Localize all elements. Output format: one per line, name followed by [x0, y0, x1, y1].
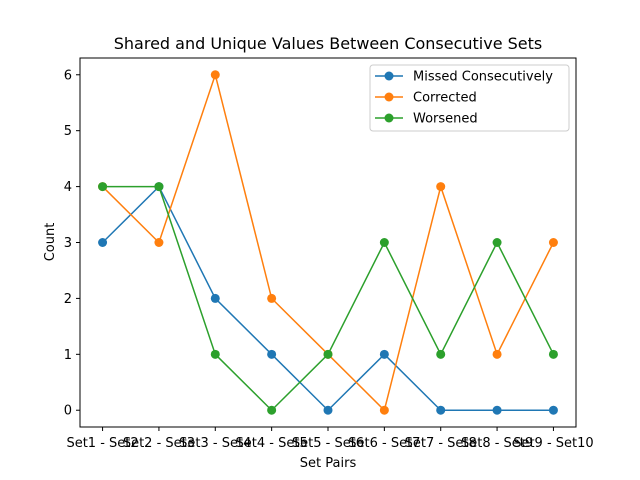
data-point — [210, 349, 220, 359]
series-line — [102, 185, 555, 412]
data-point — [548, 405, 558, 415]
chart-title: Shared and Unique Values Between Consecu… — [114, 34, 543, 53]
x-tick-label: Set6 - Set7 — [348, 436, 420, 451]
x-tick-label: Set5 - Set6 — [292, 436, 364, 451]
x-axis-label: Set Pairs — [300, 456, 357, 471]
y-axis: 0 1 2 3 4 5 6 — [64, 68, 80, 419]
data-point — [492, 405, 502, 415]
data-point — [436, 405, 446, 415]
legend-item: Worsened — [375, 112, 478, 127]
series-worsened — [98, 182, 558, 415]
data-point — [323, 349, 333, 359]
data-point — [379, 405, 389, 415]
data-point — [98, 182, 108, 192]
x-tick-label: Set2 - Set3 — [123, 436, 195, 451]
y-tick-label: 0 — [64, 404, 72, 419]
x-tick-label: Set7 - Set8 — [405, 436, 477, 451]
legend-label: Corrected — [413, 91, 477, 106]
x-tick-label: Set4 - Set5 — [236, 436, 308, 451]
y-axis-label: Count — [43, 223, 58, 262]
legend-box — [369, 64, 570, 132]
legend-swatch-marker — [384, 92, 394, 102]
legend: Missed Consecutively Corrected Worsened — [369, 64, 570, 132]
y-tick-label: 5 — [64, 124, 72, 139]
data-point — [154, 238, 164, 247]
data-point — [154, 182, 164, 192]
y-tick-label: 2 — [64, 292, 72, 307]
data-point — [379, 238, 389, 247]
x-tick-label: Set8 - Set9 — [461, 436, 533, 451]
data-point — [436, 349, 446, 359]
legend-swatch-marker — [384, 113, 394, 123]
data-point — [379, 349, 389, 359]
series-layer — [98, 70, 558, 415]
y-tick-label: 6 — [64, 68, 72, 83]
data-point — [210, 293, 220, 303]
legend-item: Missed Consecutively — [375, 70, 553, 85]
legend-label: Missed Consecutively — [413, 70, 553, 85]
y-tick-label: 3 — [64, 236, 72, 251]
data-point — [548, 238, 558, 247]
data-point — [267, 405, 277, 415]
x-tick-label: Set1 - Set2 — [66, 436, 138, 451]
y-tick-label: 4 — [64, 180, 72, 195]
data-point — [436, 182, 446, 192]
data-point — [323, 405, 333, 415]
x-tick-label: Set9 - Set10 — [513, 436, 593, 451]
legend-label: Worsened — [413, 112, 478, 127]
legend-swatch-marker — [384, 71, 394, 81]
data-point — [210, 70, 220, 80]
y-tick-label: 1 — [64, 348, 72, 363]
data-point — [492, 238, 502, 247]
legend-item: Corrected — [375, 91, 477, 106]
data-point — [492, 349, 502, 359]
data-point — [267, 293, 277, 303]
x-tick-label: Set3 - Set4 — [179, 436, 251, 451]
data-point — [267, 349, 277, 359]
data-point — [548, 349, 558, 359]
data-point — [98, 238, 108, 247]
